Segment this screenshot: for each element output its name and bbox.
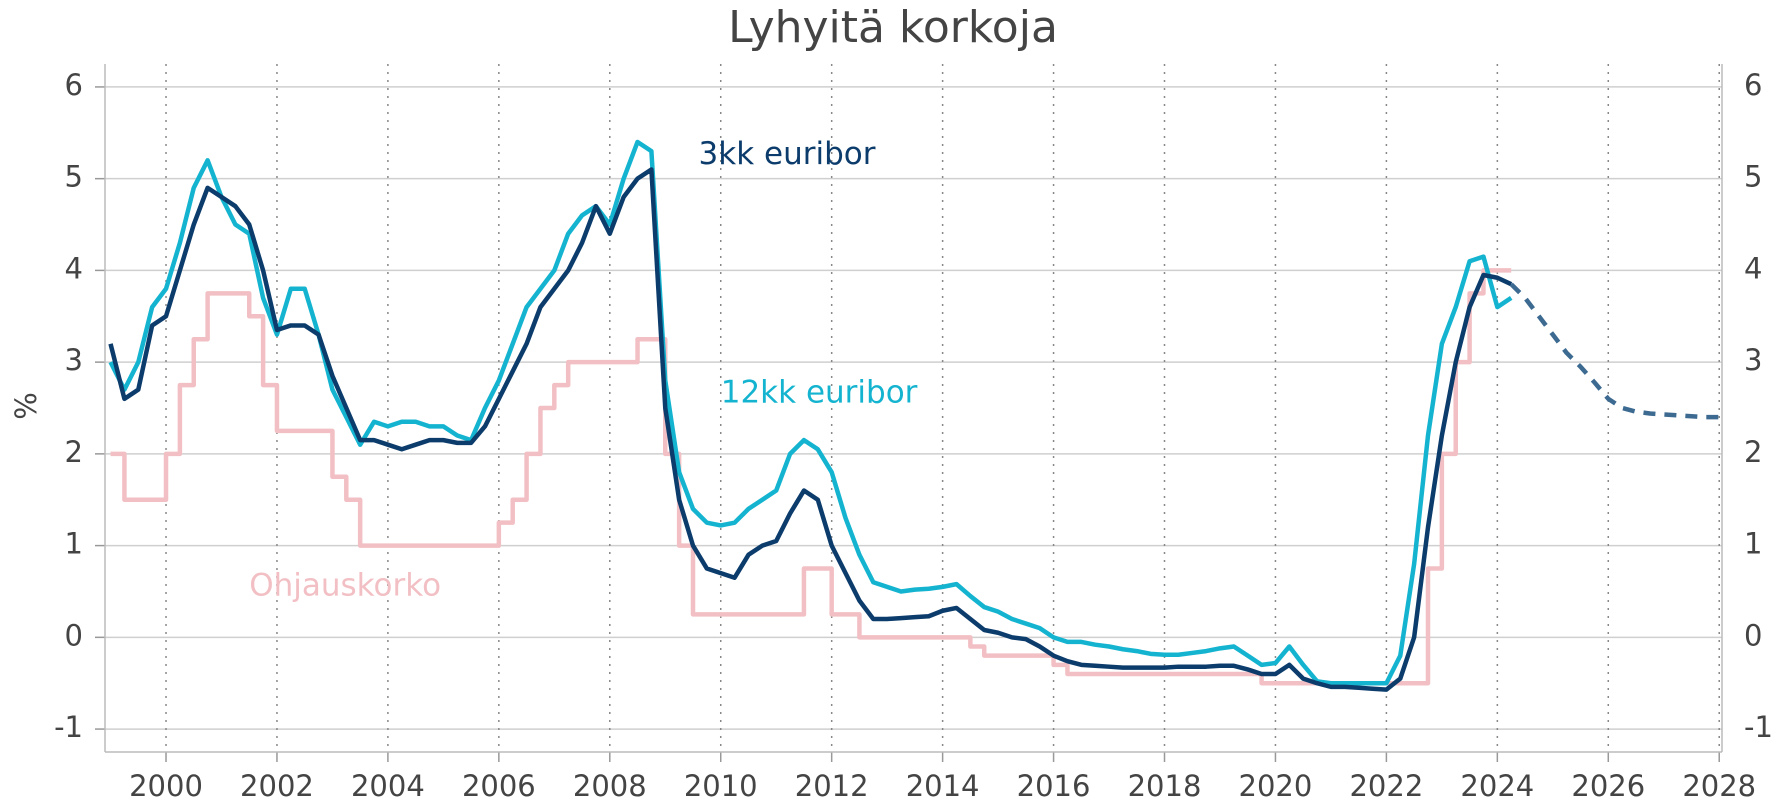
y-tick-label-right: 5 [1744, 160, 1762, 194]
x-tick-label: 2018 [1128, 769, 1202, 803]
x-tick-label: 2014 [906, 769, 980, 803]
y-tick-label-right: 0 [1744, 618, 1762, 652]
x-tick-label: 2024 [1460, 769, 1534, 803]
x-tick-label: 2006 [462, 769, 536, 803]
x-tick-label: 2000 [129, 769, 203, 803]
y-tick-label: -1 [54, 710, 83, 744]
y-tick-label-right: 4 [1744, 251, 1762, 285]
y-tick-label-right: 2 [1744, 435, 1762, 469]
x-tick-label: 2010 [684, 769, 758, 803]
y-tick-label: 5 [65, 160, 83, 194]
x-tick-label: 2020 [1239, 769, 1313, 803]
y-tick-label-right: -1 [1744, 710, 1773, 744]
y-tick-label-right: 6 [1744, 68, 1762, 102]
series-label: Ohjauskorko [249, 567, 441, 603]
x-tick-label: 2028 [1682, 769, 1756, 803]
line [108, 139, 1513, 686]
x-tick-label: 2022 [1349, 769, 1423, 803]
x-tick-label: 2012 [795, 769, 869, 803]
y-tick-label: 4 [65, 251, 83, 285]
y-tick-label: 6 [65, 68, 83, 102]
line [110, 268, 1512, 686]
x-tick-label: 2002 [240, 769, 314, 803]
y-axis-label: % [9, 392, 43, 420]
x-tick-label: 2004 [351, 769, 425, 803]
series-label: 3kk euribor [699, 136, 876, 172]
y-tick-label-right: 1 [1744, 527, 1762, 561]
chart-title: Lyhyitä korkoja [728, 2, 1058, 53]
forecast-line [1509, 282, 1720, 420]
x-tick-label: 2008 [573, 769, 647, 803]
y-tick-label: 0 [65, 618, 83, 652]
y-tick-label: 1 [65, 527, 83, 561]
line [108, 167, 1513, 692]
series-label: 12kk euribor [721, 375, 918, 411]
y-tick-label: 3 [65, 343, 83, 377]
x-tick-label: 2016 [1017, 769, 1091, 803]
y-tick-label: 2 [65, 435, 83, 469]
y-tick-label-right: 3 [1744, 343, 1762, 377]
x-tick-label: 2026 [1571, 769, 1645, 803]
